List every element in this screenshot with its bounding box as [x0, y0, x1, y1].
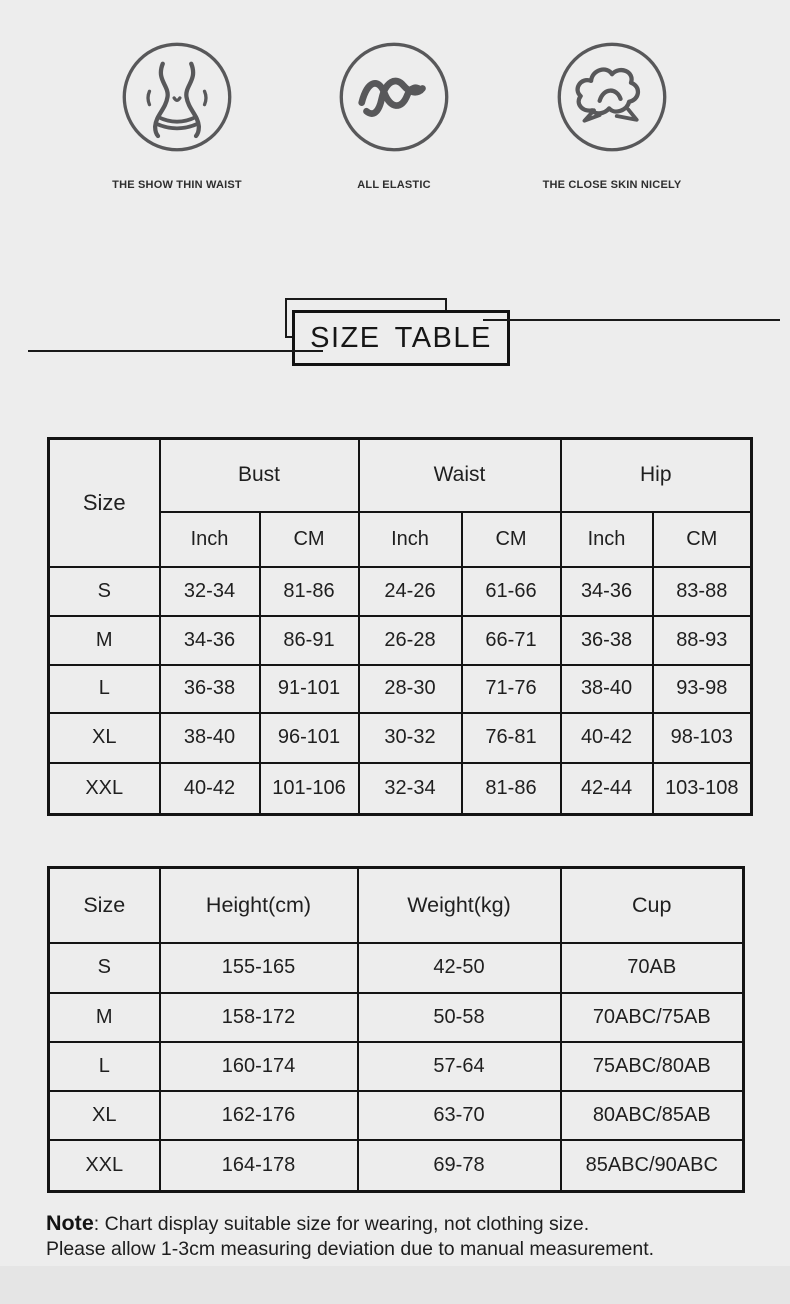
cell: 83-88 [651, 565, 753, 617]
bust-group-header: Bust [158, 437, 360, 513]
cell: 98-103 [651, 711, 753, 764]
table-row: XL 162-176 63-70 80ABC/85AB [47, 1089, 745, 1141]
unit-header: Inch [559, 510, 654, 568]
unit-header: CM [460, 510, 562, 568]
cell: 76-81 [460, 711, 562, 764]
note-label: Note [46, 1211, 94, 1235]
size-cell: L [47, 663, 161, 714]
section-title: SIZE TABLE [310, 321, 492, 354]
cell: 81-86 [258, 565, 360, 617]
table-row: S 155-165 42-50 70AB [47, 941, 745, 994]
table-row: XXL 40-42 101-106 32-34 81-86 42-44 103-… [47, 761, 753, 816]
size-col-header: Size [47, 437, 161, 568]
cell: 81-86 [460, 761, 562, 816]
cell: 34-36 [158, 614, 261, 666]
feature-label-thin-waist: THE SHOW THIN WAIST [112, 179, 242, 191]
unit-header: Inch [357, 510, 463, 568]
cell: 57-64 [356, 1040, 562, 1092]
size-cell: XXL [47, 1138, 161, 1193]
unit-header: Inch [158, 510, 261, 568]
feature-label-close-skin: THE CLOSE SKIN NICELY [542, 179, 682, 191]
cell: 155-165 [158, 941, 359, 994]
cell: 30-32 [357, 711, 463, 764]
cell: 70ABC/75AB [559, 991, 745, 1043]
table-row: S 32-34 81-86 24-26 61-66 34-36 83-88 [47, 565, 753, 617]
cell: 75ABC/80AB [559, 1040, 745, 1092]
cell: 38-40 [559, 663, 654, 714]
cell: 158-172 [158, 991, 359, 1043]
table-row: L 36-38 91-101 28-30 71-76 38-40 93-98 [47, 663, 753, 714]
cell: 28-30 [357, 663, 463, 714]
waist-group-header: Waist [357, 437, 562, 513]
note-line-2: Please allow 1-3cm measuring deviation d… [46, 1238, 655, 1260]
cell: 103-108 [651, 761, 753, 816]
cell: 40-42 [559, 711, 654, 764]
size-cell: S [47, 565, 161, 617]
table-row: XL 38-40 96-101 30-32 76-81 40-42 98-103 [47, 711, 753, 764]
cell: 24-26 [357, 565, 463, 617]
cell: 88-93 [651, 614, 753, 666]
unit-header: CM [258, 510, 360, 568]
elastic-icon [337, 40, 451, 154]
cell: 91-101 [258, 663, 360, 714]
section-title-box: SIZE TABLE [292, 310, 510, 366]
size-note: Note: Chart display suitable size for we… [46, 1211, 756, 1262]
cell: 85ABC/90ABC [559, 1138, 745, 1193]
title-line-right [483, 319, 780, 321]
footer-strip [0, 1266, 790, 1304]
size-cell: XXL [47, 761, 161, 816]
size-cell: XL [47, 711, 161, 764]
size-cell: L [47, 1040, 161, 1092]
cell: 36-38 [158, 663, 261, 714]
cell: 40-42 [158, 761, 261, 816]
cell: 71-76 [460, 663, 562, 714]
table-row: M 34-36 86-91 26-28 66-71 36-38 88-93 [47, 614, 753, 666]
fit-header-cup: Cup [559, 866, 745, 944]
table-row: XXL 164-178 69-78 85ABC/90ABC [47, 1138, 745, 1193]
cell: 69-78 [356, 1138, 562, 1193]
note-line-1: Note: Chart display suitable size for we… [46, 1211, 590, 1235]
fit-header-size: Size [47, 866, 161, 944]
cell: 36-38 [559, 614, 654, 666]
cell: 26-28 [357, 614, 463, 666]
close-skin-icon [555, 40, 669, 154]
unit-header: CM [651, 510, 753, 568]
cell: 50-58 [356, 991, 562, 1043]
cell: 66-71 [460, 614, 562, 666]
feature-label-elastic: ALL ELASTIC [357, 179, 431, 191]
hip-group-header: Hip [559, 437, 753, 513]
cell: 61-66 [460, 565, 562, 617]
size-cell: M [47, 991, 161, 1043]
cell: 93-98 [651, 663, 753, 714]
fit-header-height: Height(cm) [158, 866, 359, 944]
cell: 63-70 [356, 1089, 562, 1141]
cell: 96-101 [258, 711, 360, 764]
table-row: L 160-174 57-64 75ABC/80AB [47, 1040, 745, 1092]
cell: 34-36 [559, 565, 654, 617]
cell: 42-50 [356, 941, 562, 994]
cell: 70AB [559, 941, 745, 994]
cell: 160-174 [158, 1040, 359, 1092]
thin-waist-icon [120, 40, 234, 154]
cell: 164-178 [158, 1138, 359, 1193]
cell: 86-91 [258, 614, 360, 666]
fit-header-weight: Weight(kg) [356, 866, 562, 944]
size-cell: XL [47, 1089, 161, 1141]
table-row: M 158-172 50-58 70ABC/75AB [47, 991, 745, 1043]
cell: 162-176 [158, 1089, 359, 1141]
cell: 32-34 [357, 761, 463, 816]
height-weight-cup-table: Size Height(cm) Weight(kg) Cup S 155-165… [47, 866, 745, 1193]
size-cell: M [47, 614, 161, 666]
cell: 80ABC/85AB [559, 1089, 745, 1141]
cell: 101-106 [258, 761, 360, 816]
size-cell: S [47, 941, 161, 994]
cell: 42-44 [559, 761, 654, 816]
cell: 32-34 [158, 565, 261, 617]
cell: 38-40 [158, 711, 261, 764]
size-measurement-table: Size Bust Waist Hip Inch CM Inch CM Inch… [47, 437, 754, 816]
title-line-left [28, 350, 323, 352]
